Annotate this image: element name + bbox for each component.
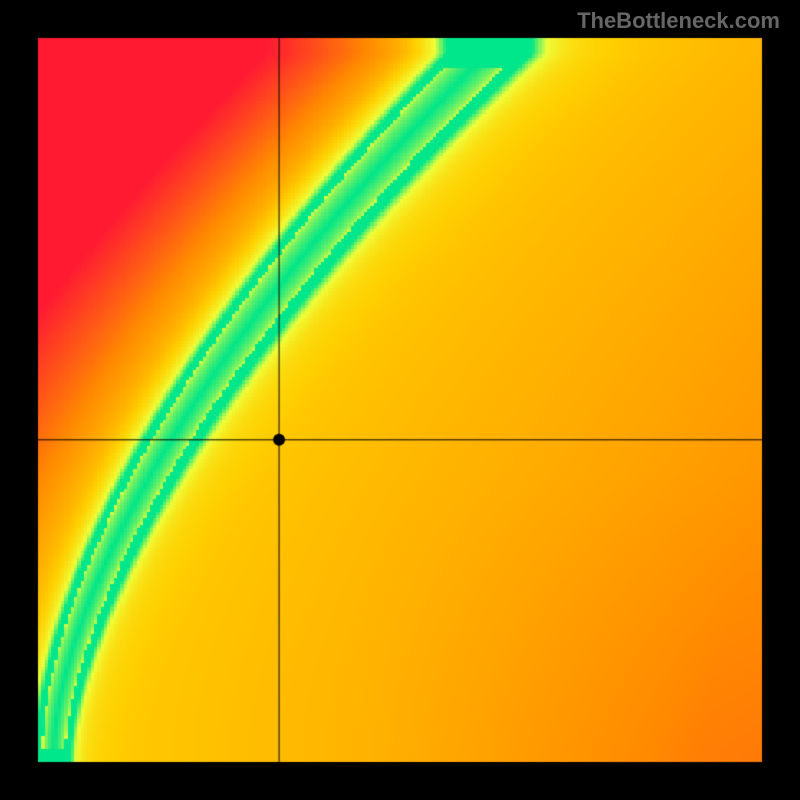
heatmap-canvas bbox=[0, 0, 800, 800]
chart-container: TheBottleneck.com bbox=[0, 0, 800, 800]
watermark-text: TheBottleneck.com bbox=[577, 8, 780, 34]
